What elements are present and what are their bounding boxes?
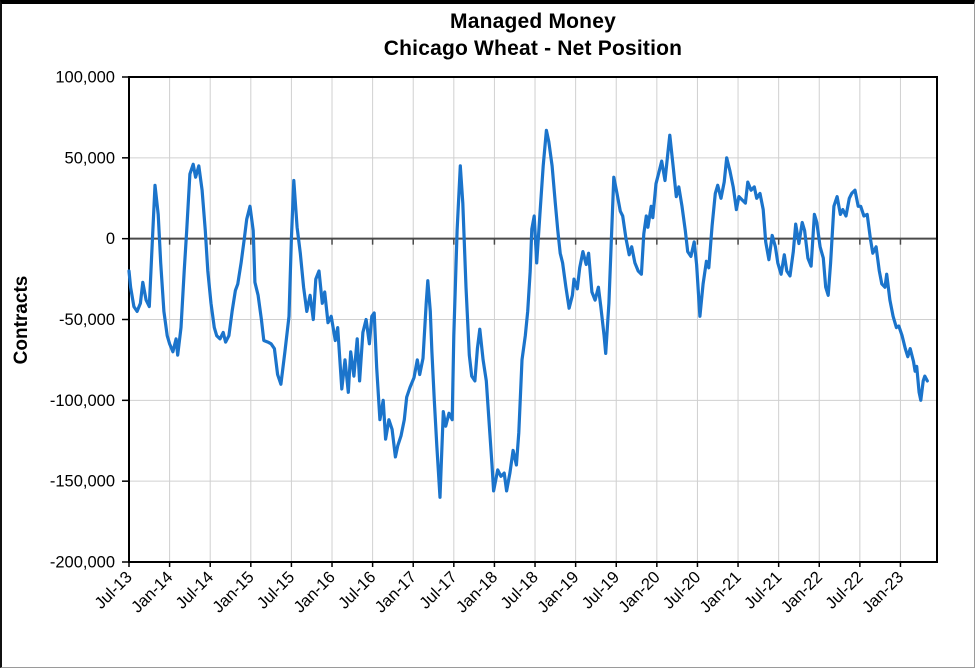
x-tick-label: Jan-16: [290, 568, 338, 616]
x-tick-label: Jan-15: [209, 568, 257, 616]
y-tick-label: -50,000: [59, 311, 115, 329]
y-tick-label: -150,000: [50, 473, 115, 491]
chart-canvas: 100,000 50,000 0 -50,000 -100,000 -150,000 -20…: [50, 69, 938, 617]
net-position-line: [127, 128, 929, 499]
y-axis-title: Contracts: [11, 275, 32, 365]
x-tick-label: Jan-17: [372, 568, 420, 616]
chart-subtitle: Chicago Wheat - Net Position: [383, 37, 683, 60]
x-tick-label: Jan-14: [128, 568, 176, 616]
y-tick-label: 100,000: [55, 69, 115, 87]
x-tick-label: Jan-19: [534, 568, 582, 616]
chart-title: Managed Money: [450, 10, 616, 33]
x-tick-label: Jan-22: [778, 568, 826, 616]
x-tick-label: Jan-20: [615, 568, 663, 616]
x-tick-label: Jan-23: [859, 568, 907, 616]
y-tick-label: -200,000: [50, 554, 115, 572]
plot-border: [128, 76, 938, 563]
y-tick-label: 50,000: [65, 149, 115, 167]
y-tick-label: 0: [106, 230, 115, 248]
chart-title-block: Managed Money Chicago Wheat - Net Positi…: [129, 8, 937, 62]
x-tick-label: Jan-18: [453, 568, 501, 616]
y-tick-label: -100,000: [50, 392, 115, 410]
x-tick-label: Jan-21: [696, 568, 744, 616]
